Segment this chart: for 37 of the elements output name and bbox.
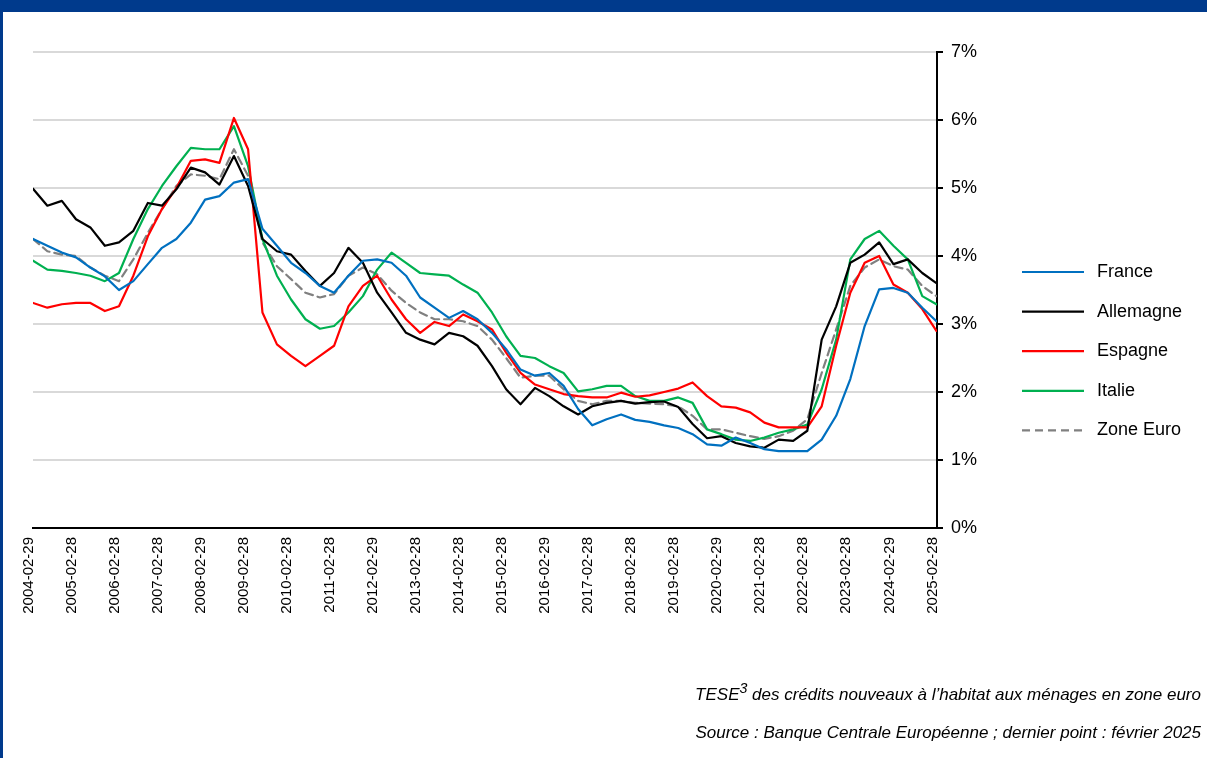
source-note: Source : Banque Centrale Européenne ; dernier point : février 2025 <box>695 722 1201 743</box>
x-tick-label: 2020-02-29 <box>707 537 725 614</box>
x-tick-label: 2024-02-29 <box>879 537 897 614</box>
x-tick-label: 2018-02-28 <box>621 537 639 614</box>
x-tick-label: 2007-02-28 <box>148 537 166 614</box>
y-tick-label: 6% <box>951 108 978 129</box>
x-tick-label: 2013-02-28 <box>406 537 424 614</box>
x-tick-label: 2015-02-28 <box>492 537 510 614</box>
x-tick-label: 2014-02-28 <box>449 537 467 614</box>
legend-label: Italie <box>1097 379 1136 400</box>
x-tick-label: 2021-02-28 <box>750 537 768 614</box>
x-tick-label: 2009-02-28 <box>234 537 252 614</box>
y-tick-label: 7% <box>951 40 978 61</box>
x-tick-label: 2011-02-28 <box>320 537 338 613</box>
x-tick-label: 2017-02-28 <box>578 537 596 614</box>
x-tick-label: 2016-02-29 <box>535 537 553 614</box>
legend-label: Allemagne <box>1097 300 1183 321</box>
x-tick-label: 2012-02-29 <box>363 537 381 614</box>
x-tick-label: 2023-02-28 <box>836 537 854 614</box>
legend-label: Espagne <box>1097 340 1169 361</box>
text: TESE$^{3}$ des crédits nouveaux à l’habitat aux ménages en zone euro <box>695 680 1201 705</box>
x-tick-label: 2019-02-28 <box>664 537 682 614</box>
y-tick-label: 1% <box>951 448 978 469</box>
x-tick-label: 2004-02-29 <box>19 537 37 614</box>
x-tick-label: 2008-02-29 <box>191 537 209 614</box>
legend-label: Zone Euro <box>1097 419 1182 440</box>
x-tick-label: 2025-02-28 <box>922 537 940 614</box>
x-tick-label: 2006-02-28 <box>105 537 123 614</box>
y-tick-label: 5% <box>951 176 978 197</box>
x-tick-label: 2010-02-28 <box>277 537 295 614</box>
y-tick-label: 4% <box>951 244 978 265</box>
y-tick-label: 2% <box>951 380 978 401</box>
y-tick-label: 0% <box>951 516 978 537</box>
legend-label: France <box>1097 260 1154 281</box>
x-tick-label: 2005-02-28 <box>62 537 80 614</box>
y-tick-label: 3% <box>951 312 978 333</box>
x-tick-label: 2022-02-28 <box>793 537 811 614</box>
